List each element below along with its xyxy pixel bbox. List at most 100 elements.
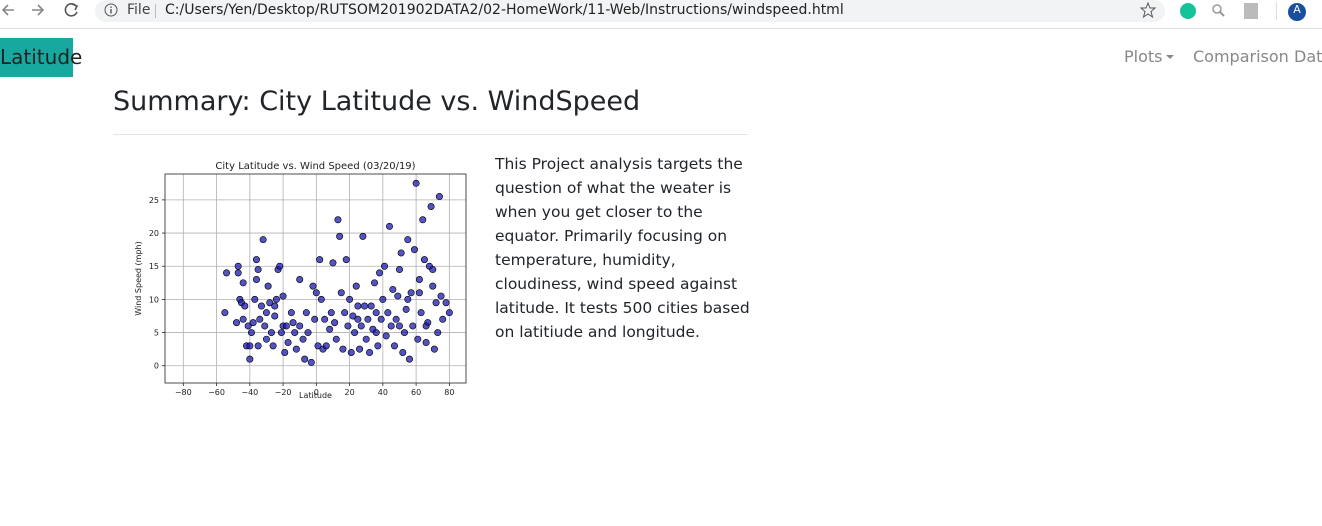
data-point (251, 295, 259, 303)
y-tick-label: 10 (149, 295, 159, 304)
plot-frame (164, 173, 467, 384)
data-point (437, 292, 445, 300)
data-point (233, 319, 241, 327)
data-point (252, 275, 260, 283)
data-point (377, 315, 385, 323)
data-point (435, 193, 443, 201)
data-point (239, 315, 247, 323)
data-point (291, 329, 299, 337)
data-point (382, 332, 390, 340)
data-point (361, 302, 369, 310)
x-tick-label: 60 (411, 388, 421, 397)
y-tick-label: 20 (149, 229, 159, 238)
data-point (367, 302, 375, 310)
data-point (349, 312, 357, 320)
data-point (407, 289, 415, 297)
url-scheme: File (127, 2, 151, 18)
data-point (400, 329, 408, 337)
y-tick-label: 25 (149, 196, 159, 205)
data-point (296, 322, 304, 330)
data-point (372, 309, 380, 317)
data-point (262, 335, 270, 343)
y-tick-label: 15 (149, 262, 159, 271)
data-point (432, 299, 440, 307)
data-point (327, 309, 335, 317)
data-point (257, 302, 265, 310)
data-point (374, 342, 382, 350)
data-point (371, 279, 379, 287)
data-point (389, 285, 397, 293)
data-point (254, 266, 262, 274)
data-point (429, 282, 437, 290)
data-point (352, 282, 360, 290)
data-point (415, 275, 423, 283)
profile-initial: A (1293, 3, 1301, 16)
data-point (387, 322, 395, 330)
nav-item[interactable]: Comparison (1193, 47, 1289, 66)
extension-icons[interactable] (1140, 2, 1315, 22)
x-tick-label: −80 (175, 388, 192, 397)
data-point (223, 269, 231, 277)
x-tick-label: −20 (275, 388, 292, 397)
address-bar[interactable] (95, 0, 1165, 22)
data-point (271, 302, 279, 310)
data-point (246, 355, 254, 363)
data-point (304, 329, 312, 337)
nav-item[interactable]: Data (1294, 47, 1322, 66)
url[interactable]: C:/Users/Yen/Desktop/RUTSOM201902DATA2/0… (165, 2, 844, 18)
data-point (337, 289, 345, 297)
chart-title: City Latitude vs. Wind Speed (03/20/19) (215, 161, 415, 172)
data-point (344, 322, 352, 330)
data-point (302, 309, 310, 317)
y-tick-label: 5 (154, 329, 159, 338)
data-point (301, 355, 309, 363)
data-point (397, 249, 405, 257)
data-point (417, 309, 425, 317)
data-point (284, 339, 292, 347)
data-point (259, 236, 267, 244)
data-point (439, 315, 447, 323)
x-tick-label: 20 (344, 388, 354, 397)
nav-dropdown[interactable]: Plots (1124, 47, 1177, 66)
x-tick-label: −60 (208, 388, 225, 397)
data-point (317, 295, 325, 303)
data-point (402, 305, 410, 313)
data-point (376, 269, 384, 277)
divider (113, 134, 748, 135)
data-point (307, 358, 315, 366)
data-point (381, 262, 389, 270)
data-point (246, 342, 254, 350)
x-axis-label: Latitude (299, 391, 332, 400)
data-point (394, 292, 402, 300)
data-point (415, 289, 423, 297)
description: This Project analysis targets the questi… (495, 155, 750, 341)
data-point (429, 266, 437, 274)
data-point (414, 335, 422, 343)
data-point (430, 345, 438, 353)
data-point (395, 266, 403, 274)
data-point (314, 342, 322, 350)
x-tick-label: 0 (314, 388, 319, 397)
data-point (420, 256, 428, 264)
data-point (276, 262, 284, 270)
data-point (329, 259, 337, 267)
nav-buttons[interactable] (0, 0, 90, 24)
data-point (336, 232, 344, 240)
data-point (410, 246, 418, 254)
data-point (445, 309, 453, 317)
data-point (334, 216, 342, 224)
data-point (264, 282, 272, 290)
data-point (356, 345, 364, 353)
data-point (271, 312, 279, 320)
x-tick-label: 40 (378, 388, 388, 397)
data-point (279, 292, 287, 300)
info-icon (104, 3, 118, 17)
data-point (404, 236, 412, 244)
data-point (346, 295, 354, 303)
data-point (405, 355, 413, 363)
navbar-brand[interactable]: Latitude (0, 38, 82, 77)
x-tick-label: 80 (444, 388, 454, 397)
data-point (427, 203, 435, 211)
data-point (234, 262, 242, 270)
data-point (379, 295, 387, 303)
